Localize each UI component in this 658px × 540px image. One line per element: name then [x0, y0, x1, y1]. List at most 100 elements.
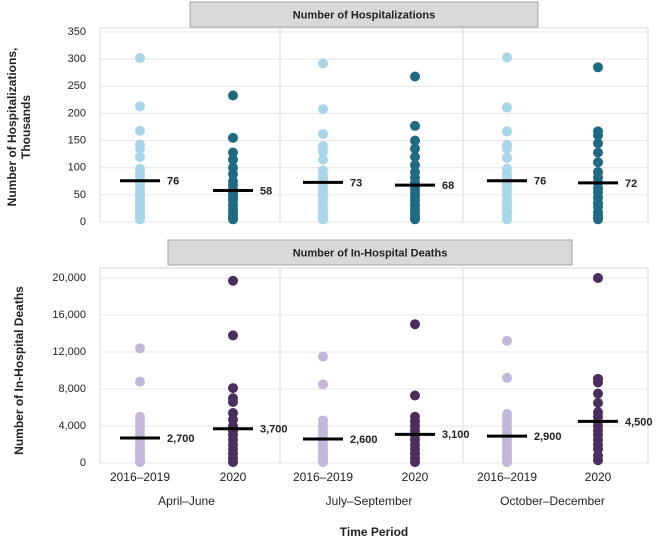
data-point	[318, 58, 328, 69]
data-point	[593, 273, 603, 283]
y-axis-label: Number of In-Hospital Deaths	[12, 286, 26, 455]
data-point	[135, 125, 145, 136]
data-point	[318, 129, 328, 140]
mean-label: 76	[167, 176, 179, 188]
y-axis-label: Number of Hospitalizations,	[5, 48, 19, 207]
data-point	[502, 457, 512, 468]
x-tick-label: 2016–2019	[293, 470, 353, 484]
panel-title-box	[189, 1, 539, 28]
group-label: April–June	[158, 494, 215, 508]
x-tick-label: 2016–2019	[110, 470, 170, 484]
panel-title: Number of Hospitalizations	[293, 9, 435, 21]
data-point	[228, 154, 238, 165]
x-tick-label: 2020	[585, 470, 612, 484]
mean-label: 2,700	[167, 433, 195, 445]
data-point	[593, 157, 603, 168]
data-point	[228, 275, 238, 286]
data-point	[135, 53, 145, 64]
x-tick-label: 2020	[220, 470, 247, 484]
data-point	[135, 343, 145, 354]
data-point	[135, 214, 145, 225]
y-tick-label: 8,000	[58, 383, 86, 395]
data-point	[410, 135, 420, 146]
data-point	[318, 214, 328, 225]
mean-label: 4,500	[625, 416, 653, 428]
data-point	[410, 319, 420, 330]
plot-frame	[99, 27, 649, 223]
panel-title: Number of In-Hospital Deaths	[293, 247, 448, 259]
y-tick-label: 0	[80, 216, 86, 228]
data-point	[593, 388, 603, 399]
mean-label: 72	[625, 178, 637, 190]
data-point	[593, 130, 603, 141]
data-point	[228, 147, 238, 158]
mean-label: 76	[534, 176, 546, 188]
data-point	[502, 152, 512, 163]
data-point	[135, 376, 145, 387]
data-point	[318, 379, 328, 390]
data-point	[135, 151, 145, 162]
y-tick-label: 350	[68, 26, 86, 38]
data-point	[135, 457, 145, 468]
y-tick-label: 20,000	[52, 272, 86, 284]
data-point	[318, 457, 328, 468]
data-point	[410, 71, 420, 82]
data-point	[502, 214, 512, 225]
group-label: July–September	[326, 494, 413, 508]
mean-label: 3,700	[260, 424, 288, 436]
y-tick-label: 50	[74, 189, 86, 201]
data-point	[410, 151, 420, 162]
y-tick-label: 100	[68, 162, 86, 174]
y-tick-label: 200	[68, 107, 86, 119]
data-point	[502, 335, 512, 346]
data-point	[502, 52, 512, 63]
y-tick-label: 300	[68, 53, 86, 65]
data-point	[135, 143, 145, 154]
mean-label: 2,600	[350, 434, 378, 446]
y-tick-label: 150	[68, 134, 86, 146]
y-tick-label: 12,000	[52, 346, 86, 358]
mean-label: 3,100	[442, 429, 470, 441]
mean-label: 58	[260, 185, 272, 197]
data-point	[593, 138, 603, 149]
data-point	[228, 90, 238, 101]
data-point	[593, 377, 603, 388]
panel-title-box	[167, 239, 573, 266]
data-point	[410, 390, 420, 401]
y-tick-label: 4,000	[58, 420, 86, 432]
data-point	[318, 146, 328, 157]
data-point	[410, 160, 420, 170]
data-point	[593, 62, 603, 73]
data-point	[410, 143, 420, 154]
mean-label: 2,900	[534, 431, 562, 443]
data-point	[228, 169, 238, 180]
data-point	[410, 457, 420, 468]
data-point	[410, 214, 420, 225]
data-point	[228, 132, 238, 143]
data-point	[502, 126, 512, 137]
data-point	[318, 351, 328, 362]
data-point	[228, 214, 238, 225]
y-tick-label: 0	[80, 457, 86, 469]
data-point	[502, 372, 512, 383]
data-point	[410, 120, 420, 131]
group-label: October–December	[500, 494, 605, 508]
data-point	[502, 102, 512, 113]
data-point	[502, 143, 512, 154]
data-point	[228, 396, 238, 407]
x-axis-label: Time Period	[340, 525, 408, 539]
x-tick-label: 2020	[402, 470, 429, 484]
data-point	[593, 147, 603, 158]
y-axis-label: Thousands	[19, 95, 33, 159]
data-point	[228, 383, 238, 394]
data-point	[318, 154, 328, 165]
mean-label: 68	[442, 180, 454, 192]
data-point	[593, 455, 603, 466]
data-point	[593, 214, 603, 225]
mean-label: 73	[350, 177, 362, 189]
data-point	[228, 330, 238, 341]
y-tick-label: 250	[68, 80, 86, 92]
data-point	[318, 104, 328, 115]
